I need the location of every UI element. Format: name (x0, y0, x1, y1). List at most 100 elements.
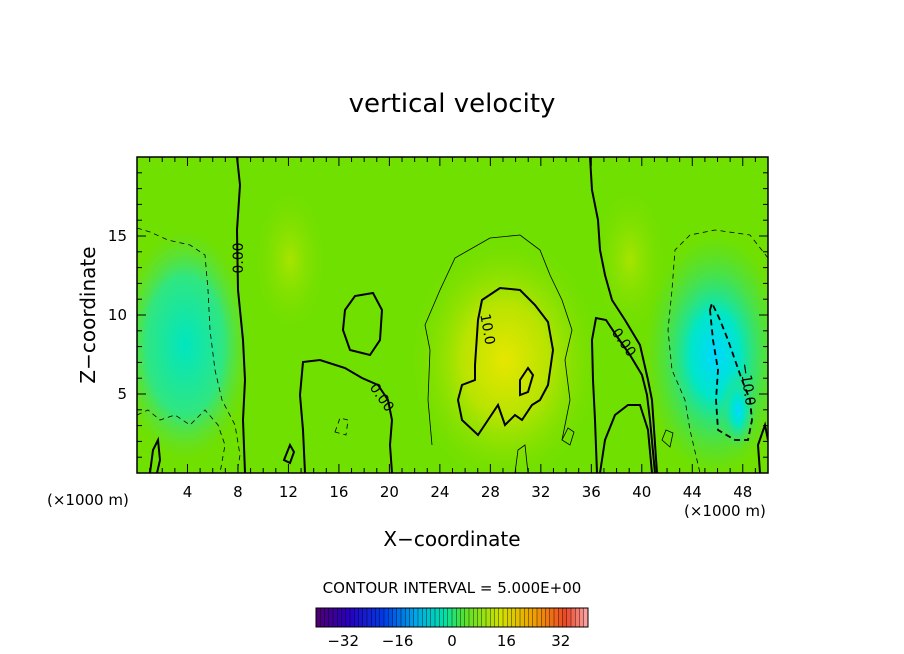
colorbar-cell (452, 608, 457, 627)
colorbar-cell (375, 608, 381, 627)
contour-line (235, 157, 247, 473)
colorbar-cell (524, 608, 529, 627)
contour-line (514, 444, 529, 473)
contour-line (137, 227, 241, 473)
colorbar-tick-label: −16 (382, 632, 414, 650)
colorbar-cell (498, 608, 504, 627)
colorbar-cell (558, 608, 563, 627)
colorbar-cell (367, 608, 372, 627)
x-tick-label: 40 (632, 483, 651, 501)
contour-label: 10.0 (476, 313, 497, 346)
colorbar-cell (388, 608, 393, 627)
contour-line (282, 442, 296, 465)
contour-line (561, 427, 575, 446)
colorbar-tick-label: 16 (497, 632, 516, 650)
x-tick-label: 28 (481, 483, 500, 501)
field-light-patch (255, 190, 325, 330)
colorbar-cell (328, 608, 334, 627)
contour-line (599, 404, 653, 473)
colorbar-cell (426, 608, 432, 627)
x-tick-label: 20 (380, 483, 399, 501)
colorbar-cell (443, 608, 449, 627)
field-light-patch (595, 190, 665, 330)
colorbar-cell (422, 608, 427, 627)
colorbar-cell (324, 608, 330, 627)
contour-interval: CONTOUR INTERVAL = 5.000E+00 (323, 579, 582, 597)
colorbar-cell (435, 608, 440, 627)
colorbar-cell (371, 608, 376, 627)
colorbar-cell (333, 608, 338, 627)
colorbar-tick-label: −32 (327, 632, 359, 650)
contour-label: 0.00 (231, 242, 247, 273)
contour-line (667, 229, 768, 473)
colorbar-cell (350, 608, 355, 627)
contour-line (519, 366, 535, 397)
colorbar-cell (409, 608, 415, 627)
colorbar-cell (405, 608, 410, 627)
x-axis-label: X−coordinate (383, 527, 520, 551)
contour-line (334, 417, 349, 436)
x-unit-label-left: (×1000 m) (47, 491, 129, 509)
colorbar-cell (473, 608, 478, 627)
colorbar-cell (430, 608, 436, 627)
colorbar-cell (392, 608, 398, 627)
x-tick-label: 16 (329, 483, 348, 501)
colorbar-cell (384, 608, 389, 627)
colorbar-cell (354, 608, 359, 627)
colorbar-cell (541, 608, 546, 627)
colorbar-tick-label: 0 (447, 632, 457, 650)
colorbar-cell (515, 608, 521, 627)
x-tick-label: 12 (279, 483, 298, 501)
colorbar-cell (456, 608, 461, 627)
colorbar-cell (571, 608, 576, 627)
x-tick-label: 36 (582, 483, 601, 501)
x-tick-label: 44 (683, 483, 702, 501)
contour-line (149, 436, 162, 473)
x-tick-label: 32 (531, 483, 550, 501)
contour-line (661, 429, 674, 448)
colorbar-tick-label: 32 (551, 632, 570, 650)
colorbar-cell (362, 608, 368, 627)
colorbar-cell (532, 608, 538, 627)
colorbar-cell (575, 608, 580, 627)
colorbar-cell (486, 608, 491, 627)
colorbar-cell (583, 608, 589, 627)
colorbar-cell (379, 608, 385, 627)
colorbar-cell (320, 608, 325, 627)
colorbar-cell (549, 608, 555, 627)
colorbar-cell (316, 608, 321, 627)
contour-line (589, 157, 658, 473)
plot-area (137, 157, 768, 473)
field-right-core (720, 370, 756, 450)
y-tick-label: 10 (108, 306, 127, 324)
colorbar-cell (545, 608, 551, 627)
colorbar-cell (477, 608, 483, 627)
field-center-blob (410, 235, 600, 473)
x-tick-label: 4 (183, 483, 193, 501)
contour-line (341, 291, 384, 357)
colorbar-cell (494, 608, 500, 627)
colorbar-cell (503, 608, 508, 627)
contour-line (709, 300, 753, 441)
y-tick-label: 5 (117, 385, 127, 403)
colorbar-cell (418, 608, 423, 627)
colorbar-cell (439, 608, 444, 627)
contour-label: −10.0 (736, 362, 758, 407)
colorbar-cell (460, 608, 466, 627)
colorbar-cell (566, 608, 572, 627)
chart-title: vertical velocity (349, 89, 556, 119)
colorbar-cell (579, 608, 585, 627)
x-tick-label: 8 (233, 483, 243, 501)
colorbar-cell (358, 608, 364, 627)
x-unit-label-right: (×1000 m) (684, 502, 766, 520)
colorbar-cell (341, 608, 347, 627)
contour-line (756, 421, 768, 473)
colorbar-cell (511, 608, 517, 627)
colorbar-cell (528, 608, 534, 627)
x-tick-label: 48 (733, 483, 752, 501)
colorbar-cell (413, 608, 419, 627)
colorbar-frame (315, 607, 589, 628)
colorbar-cell (469, 608, 474, 627)
